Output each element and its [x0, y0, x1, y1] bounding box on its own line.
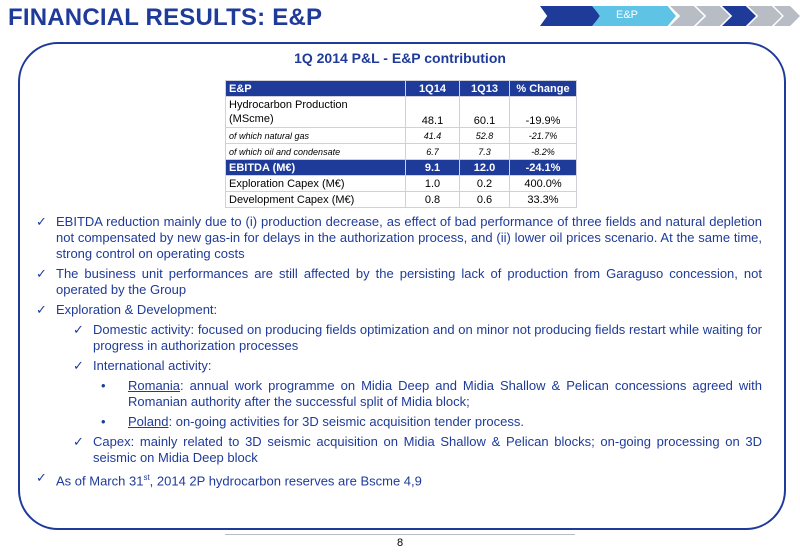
- row-label-line: Hydrocarbon Production: [229, 99, 348, 111]
- row-label: EBITDA (M€): [225, 159, 406, 176]
- cell-change: -8.2%: [509, 143, 577, 160]
- list-item: ✓ EBITDA reduction mainly due to (i) pro…: [36, 214, 762, 262]
- cell-change: -24.1%: [509, 159, 577, 176]
- cell-1q13: 7.3: [459, 143, 510, 160]
- bullet-text: Capex: mainly related to 3D seismic acqu…: [93, 434, 762, 465]
- cell-1q13: 12.0: [459, 159, 510, 176]
- page-number: 8: [396, 537, 404, 549]
- nav-chevron-3: [670, 6, 704, 26]
- table-row-ebitda: EBITDA (M€) 9.1 12.0 -24.1%: [225, 159, 577, 176]
- cell-change: 400.0%: [509, 175, 577, 192]
- cell-change: -19.9%: [509, 96, 577, 128]
- bullet-text-post: , 2014 2P hydrocarbon reserves are Bscme…: [149, 473, 422, 489]
- content-panel: [18, 42, 786, 530]
- cell-1q13: 0.6: [459, 191, 510, 208]
- pl-table: E&P 1Q14 1Q13 % Change Hydrocarbon Produ…: [225, 80, 577, 208]
- bullet-list: ✓ EBITDA reduction mainly due to (i) pro…: [36, 214, 762, 493]
- nav-chevron-4: [696, 6, 730, 26]
- bullet-text: The business unit performances are still…: [56, 266, 762, 297]
- cell-1q14: 6.7: [405, 143, 460, 160]
- list-item: • Poland: on-going activities for 3D sei…: [101, 414, 762, 430]
- bullet-text-pre: As of March 31: [56, 473, 144, 489]
- table-row: Exploration Capex (M€) 1.0 0.2 400.0%: [225, 175, 577, 192]
- page-title: FINANCIAL RESULTS: E&P: [8, 4, 322, 32]
- checkmark-icon: ✓: [36, 302, 47, 317]
- bullet-text: EBITDA reduction mainly due to (i) produ…: [56, 214, 762, 261]
- table-row: of which natural gas 41.4 52.8 -21.7%: [225, 127, 577, 144]
- list-item: ✓ Capex: mainly related to 3D seismic ac…: [73, 434, 762, 466]
- checkmark-icon: ✓: [73, 322, 84, 337]
- checkmark-icon: ✓: [73, 358, 84, 373]
- bullet-text: Exploration & Development:: [56, 302, 218, 317]
- table-title: 1Q 2014 P&L - E&P contribution: [294, 50, 506, 66]
- table-row: Hydrocarbon Production (MScme) 48.1 60.1 …: [225, 96, 577, 128]
- list-item: ✓ As of March 31st, 2014 2P hydrocarbon …: [36, 470, 762, 489]
- section-nav: E&P: [540, 6, 800, 26]
- list-item: ✓ Exploration & Development:: [36, 302, 762, 318]
- bullet-text: : annual work programme on Midia Deep an…: [128, 378, 762, 409]
- cell-1q14: 1.0: [405, 175, 460, 192]
- cell-1q13: 0.2: [459, 175, 510, 192]
- row-label-line: (MScme): [229, 113, 274, 125]
- list-item: ✓ The business unit performances are sti…: [36, 266, 762, 298]
- row-label: Hydrocarbon Production (MScme): [225, 96, 406, 128]
- nav-chevron-7: [774, 6, 800, 26]
- checkmark-icon: ✓: [36, 470, 47, 485]
- bullet-text: : on-going activities for 3D seismic acq…: [168, 414, 524, 429]
- header-cell: E&P: [225, 80, 406, 97]
- page-title-accent: E&P: [272, 4, 323, 31]
- checkmark-icon: ✓: [36, 266, 47, 281]
- header-cell: 1Q14: [405, 80, 460, 97]
- table-row: of which oil and condensate 6.7 7.3 -8.2…: [225, 143, 577, 160]
- nav-chevron-active: [592, 6, 676, 26]
- header-cell: % Change: [509, 80, 577, 97]
- nav-chevron-6: [748, 6, 782, 26]
- nav-chevron-1: [540, 6, 600, 26]
- bullet-dot-icon: •: [101, 414, 106, 429]
- cell-1q14: 48.1: [405, 96, 460, 128]
- cell-1q14: 9.1: [405, 159, 460, 176]
- list-item: ✓ International activity:: [73, 358, 762, 374]
- cell-change: 33.3%: [509, 191, 577, 208]
- footer-divider: [225, 534, 575, 535]
- row-label: Development Capex (M€): [225, 191, 406, 208]
- table-header-row: E&P 1Q14 1Q13 % Change: [225, 80, 577, 97]
- cell-1q13: 60.1: [459, 96, 510, 128]
- checkmark-icon: ✓: [36, 214, 47, 229]
- list-item: ✓ Domestic activity: focused on producin…: [73, 322, 762, 354]
- cell-1q13: 52.8: [459, 127, 510, 144]
- country-label: Poland: [128, 414, 169, 429]
- page-title-main: FINANCIAL RESULTS:: [8, 4, 273, 31]
- ordinal-suffix: st: [143, 473, 150, 482]
- cell-1q14: 41.4: [405, 127, 460, 144]
- nav-chevron-5: [722, 6, 756, 26]
- row-label: Exploration Capex (M€): [225, 175, 406, 192]
- nav-active-label: E&P: [616, 9, 639, 21]
- cell-change: -21.7%: [509, 127, 577, 144]
- checkmark-icon: ✓: [73, 434, 84, 449]
- bullet-dot-icon: •: [101, 378, 106, 393]
- bullet-text: Domestic activity: focused on producing …: [93, 322, 762, 353]
- bullet-text: International activity:: [93, 358, 212, 373]
- list-item: • Romania: annual work programme on Midi…: [101, 378, 762, 410]
- table-row: Development Capex (M€) 0.8 0.6 33.3%: [225, 191, 577, 208]
- header-cell: 1Q13: [459, 80, 510, 97]
- row-label: of which oil and condensate: [225, 143, 406, 160]
- row-label: of which natural gas: [225, 127, 406, 144]
- country-label: Romania: [128, 378, 181, 393]
- cell-1q14: 0.8: [405, 191, 460, 208]
